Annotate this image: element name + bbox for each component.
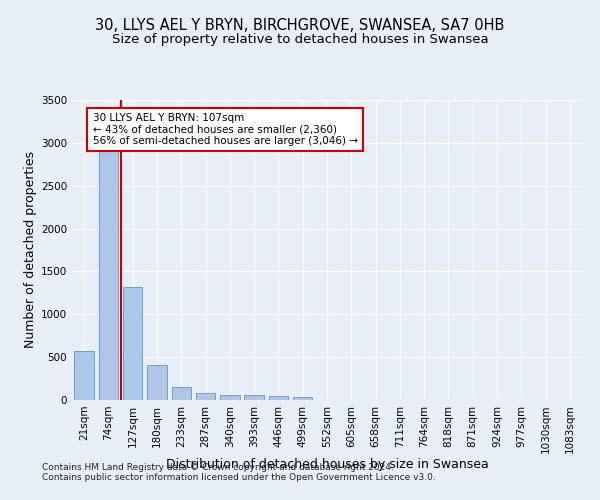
Bar	[244, 396, 264, 400]
Text: Contains HM Land Registry data © Crown copyright and database right 2024.: Contains HM Land Registry data © Crown c…	[42, 464, 394, 472]
Y-axis label: Number of detached properties: Number of detached properties	[24, 152, 37, 348]
Bar	[99, 152, 118, 400]
Bar	[293, 397, 313, 400]
Text: Size of property relative to detached houses in Swansea: Size of property relative to detached ho…	[112, 32, 488, 46]
Bar	[196, 392, 215, 400]
Bar	[220, 395, 239, 400]
Bar	[147, 365, 167, 400]
Text: 30 LLYS AEL Y BRYN: 107sqm
← 43% of detached houses are smaller (2,360)
56% of s: 30 LLYS AEL Y BRYN: 107sqm ← 43% of deta…	[92, 113, 358, 146]
Bar	[269, 396, 288, 400]
X-axis label: Distribution of detached houses by size in Swansea: Distribution of detached houses by size …	[166, 458, 488, 470]
Text: 30, LLYS AEL Y BRYN, BIRCHGROVE, SWANSEA, SA7 0HB: 30, LLYS AEL Y BRYN, BIRCHGROVE, SWANSEA…	[95, 18, 505, 32]
Bar	[123, 287, 142, 400]
Bar	[74, 351, 94, 400]
Bar	[172, 386, 191, 400]
Text: Contains public sector information licensed under the Open Government Licence v3: Contains public sector information licen…	[42, 474, 436, 482]
